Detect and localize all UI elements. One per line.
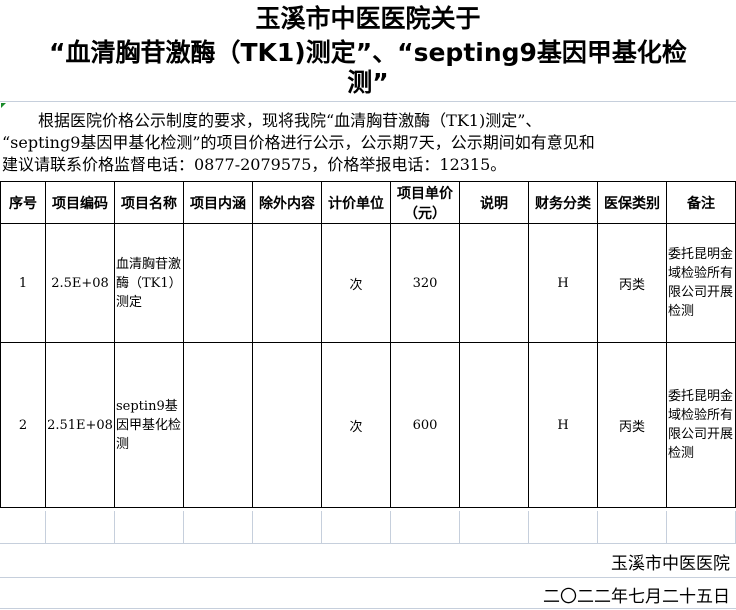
cell-comment-marker-icon: [1, 103, 6, 108]
header-cell: 计价单位: [321, 181, 391, 224]
cell[interactable]: H: [528, 342, 598, 508]
cell[interactable]: [183, 223, 253, 343]
table-header-row: 序号 项目编码 项目名称 项目内涵 除外内容 计价单位 项目单价（元） 说明 财…: [0, 181, 736, 224]
cell[interactable]: 2: [0, 342, 46, 508]
header-cell: 项目单价（元）: [390, 181, 460, 224]
title-line-1: 玉溪市中医医院关于: [255, 4, 481, 33]
cell[interactable]: 丙类: [597, 342, 667, 508]
gridline: [0, 101, 736, 102]
header-cell: 项目编码: [45, 181, 115, 224]
cell[interactable]: H: [528, 223, 598, 343]
cell[interactable]: [459, 223, 529, 343]
title-line-2: “血清胸苷激酶（TK1)测定”、“septing9基因甲基化检: [49, 38, 687, 67]
gridline: [459, 511, 460, 543]
cell[interactable]: 2.5E+08: [45, 223, 115, 343]
cell[interactable]: 次: [321, 223, 391, 343]
gridline: [597, 511, 598, 543]
gridline: [528, 511, 529, 543]
cell[interactable]: 2.51E+08: [45, 342, 115, 508]
header-cell: 说明: [459, 181, 529, 224]
price-table: 序号 项目编码 项目名称 项目内涵 除外内容 计价单位 项目单价（元） 说明 财…: [0, 181, 736, 508]
header-cell: 财务分类: [528, 181, 598, 224]
footer-organization: 玉溪市中医医院: [611, 554, 730, 574]
gridline: [666, 511, 667, 543]
cell[interactable]: 委托昆明金域检验所有限公司开展检测: [666, 223, 736, 343]
cell[interactable]: 委托昆明金域检验所有限公司开展检测: [666, 342, 736, 508]
cell[interactable]: septin9基因甲基化检测: [114, 342, 184, 508]
gridline: [390, 511, 391, 543]
gridline: [0, 608, 736, 609]
intro-paragraph: 根据医院价格公示制度的要求，现将我院“血清胸苷激酶（TK1)测定”、 “sept…: [2, 110, 734, 176]
cell[interactable]: 1: [0, 223, 46, 343]
gridline: [321, 511, 322, 543]
header-cell: 项目内涵: [183, 181, 253, 224]
cell[interactable]: [252, 223, 322, 343]
header-cell: 除外内容: [252, 181, 322, 224]
gridline: [252, 511, 253, 543]
table-row: 1 2.5E+08 血清胸苷激酶（TK1）测定 次 320 H 丙类 委托昆明金…: [0, 223, 736, 343]
title-line-3: 测”: [347, 68, 389, 97]
cell[interactable]: 血清胸苷激酶（TK1）测定: [114, 223, 184, 343]
intro-line: 建议请联系价格监督电话：0877-2079575，价格举报电话：12315。: [2, 155, 507, 174]
intro-line: 根据医院价格公示制度的要求，现将我院“血清胸苷激酶（TK1)测定”、: [38, 111, 542, 130]
gridline: [45, 511, 46, 543]
cell[interactable]: 次: [321, 342, 391, 508]
gridline: [0, 543, 736, 544]
cell[interactable]: 丙类: [597, 223, 667, 343]
header-cell: 备注: [666, 181, 736, 224]
header-cell: 项目名称: [114, 181, 184, 224]
table-row: 2 2.51E+08 septin9基因甲基化检测 次 600 H 丙类 委托昆…: [0, 342, 736, 508]
gridline: [114, 511, 115, 543]
cell[interactable]: 320: [390, 223, 460, 343]
cell[interactable]: [252, 342, 322, 508]
cell[interactable]: [183, 342, 253, 508]
cell[interactable]: 600: [390, 342, 460, 508]
header-cell: 医保类别: [597, 181, 667, 224]
footer-date: 二〇二二年七月二十五日: [543, 587, 730, 607]
header-cell: 序号: [0, 181, 46, 224]
intro-line: “septing9基因甲基化检测”的项目价格进行公示，公示期7天，公示期间如有意…: [2, 133, 595, 152]
gridline: [183, 511, 184, 543]
cell[interactable]: [459, 342, 529, 508]
gridline: [0, 577, 736, 578]
